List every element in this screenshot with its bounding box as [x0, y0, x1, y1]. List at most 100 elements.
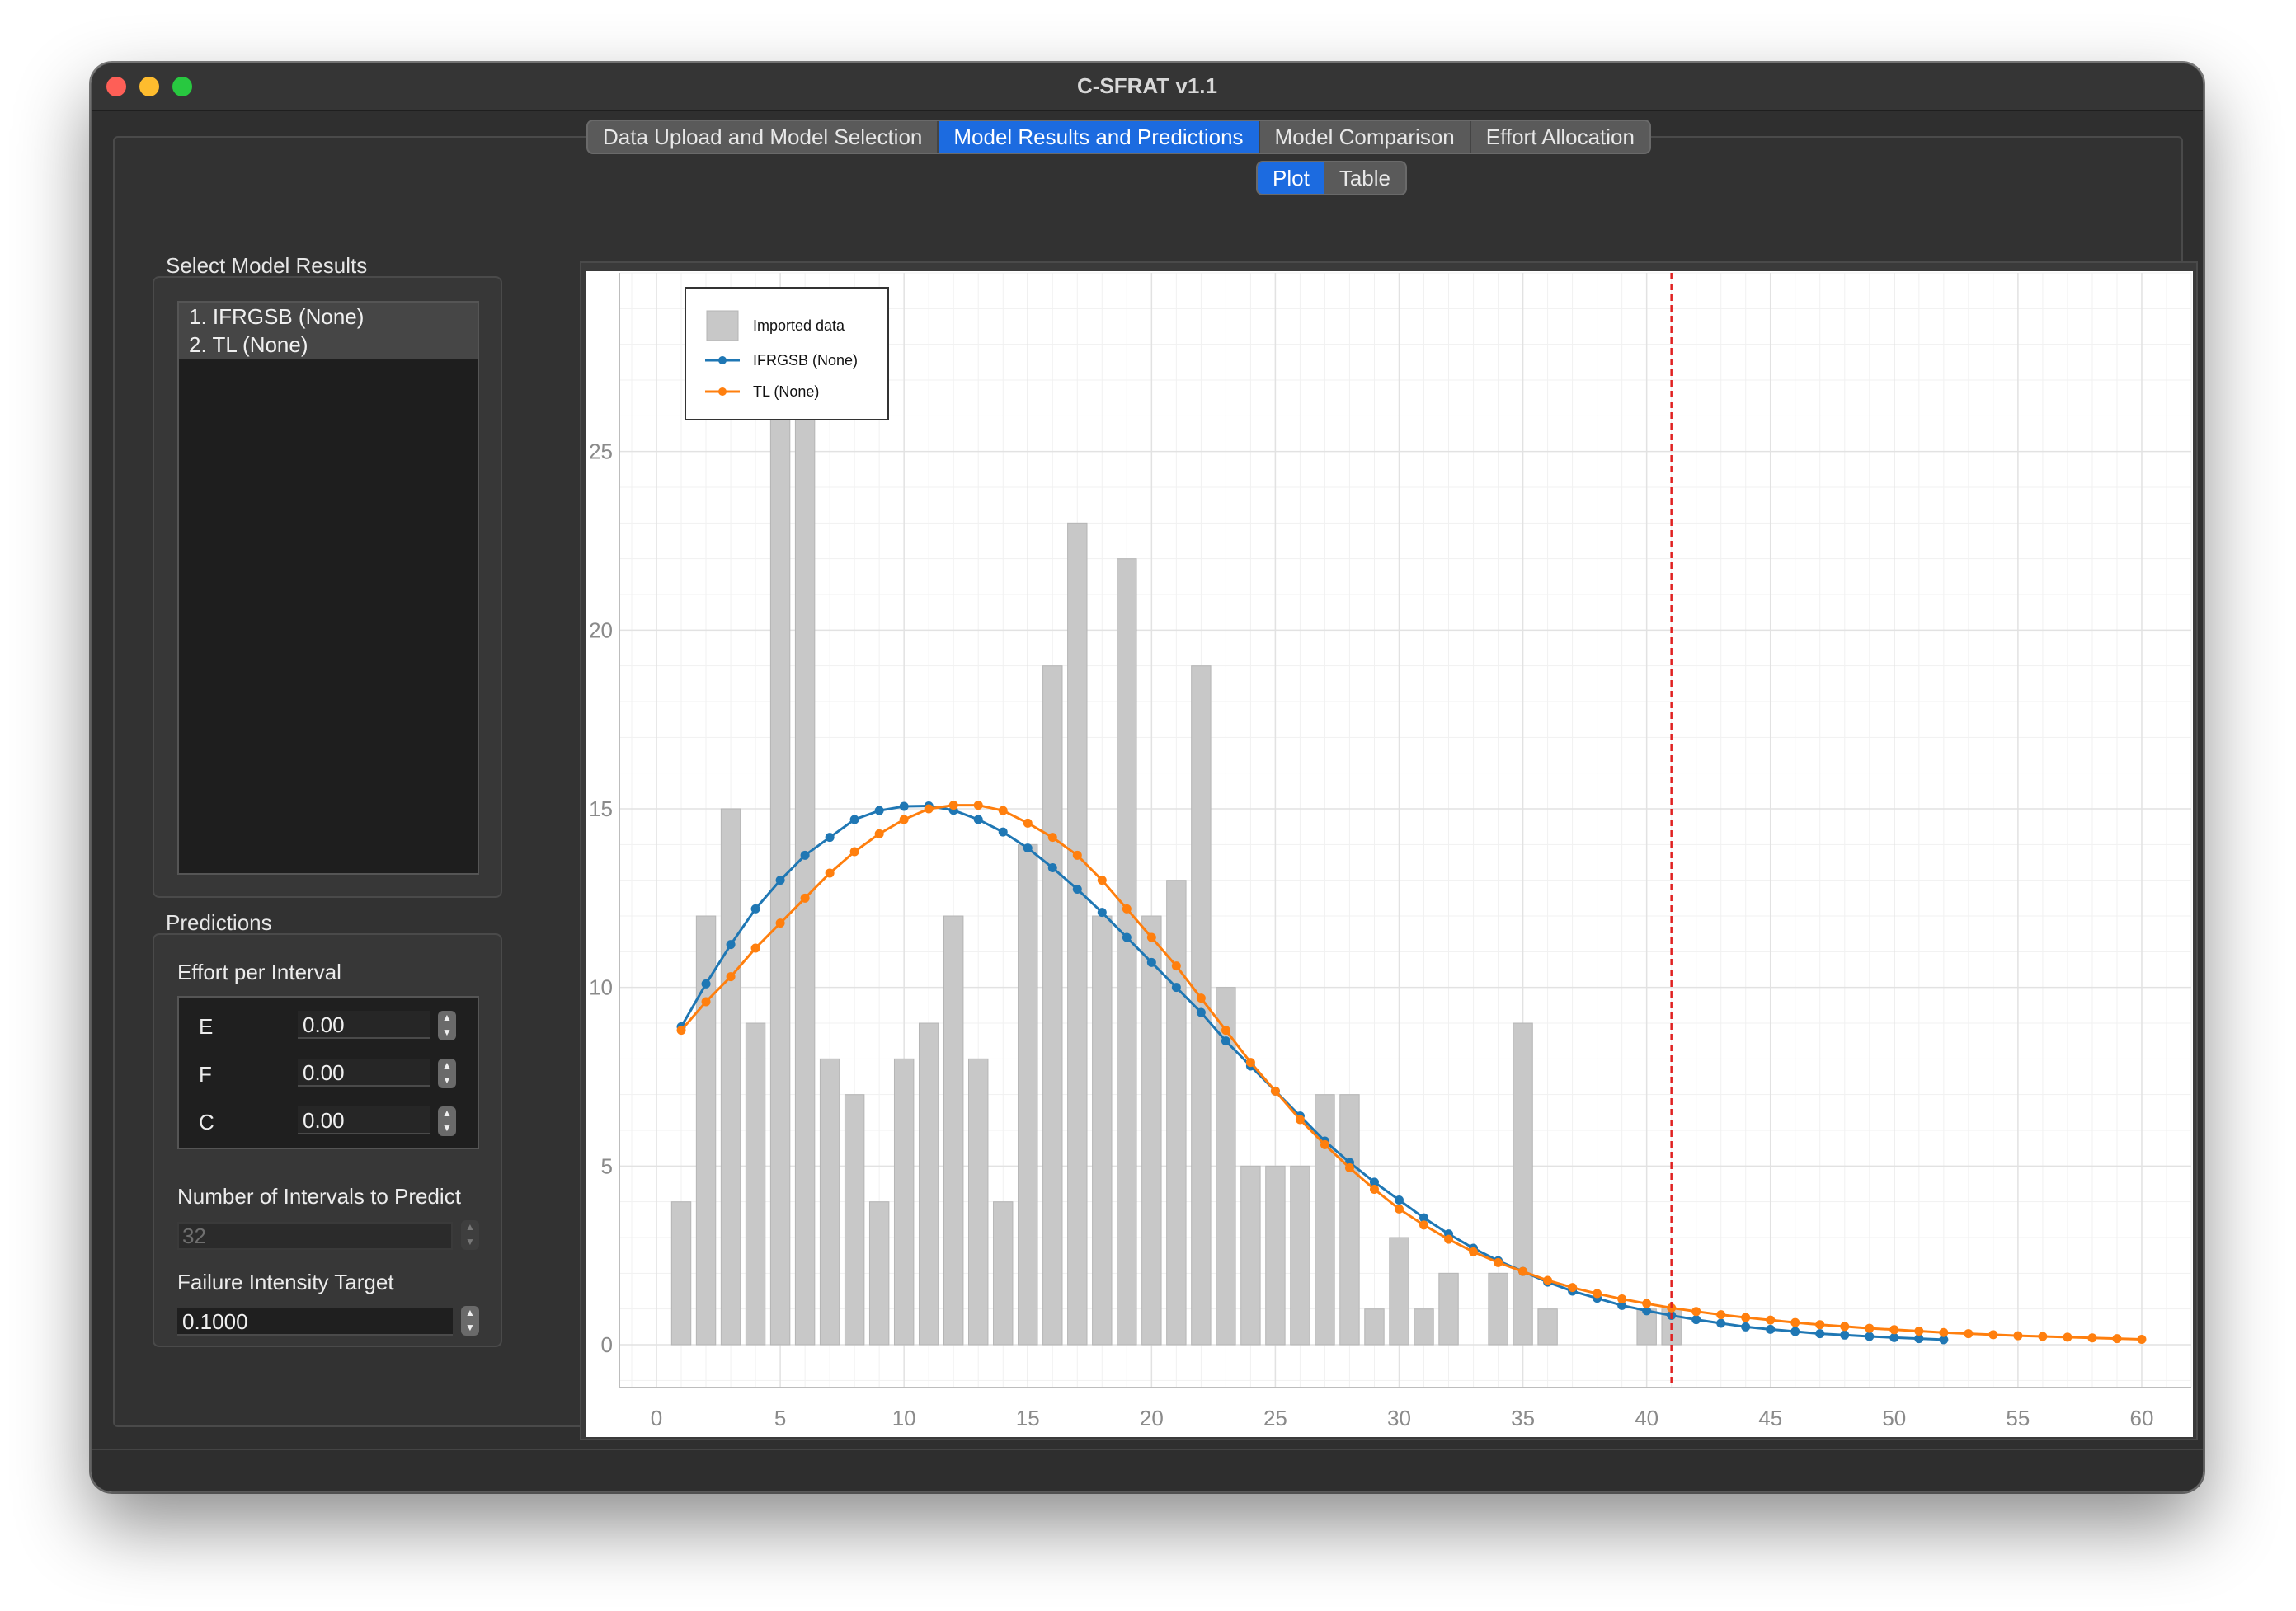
model-result-item-ifrgsb[interactable]: 1. IFRGSB (None) — [179, 303, 478, 331]
series-point — [2112, 1334, 2122, 1344]
series-point — [800, 893, 810, 903]
data-bar — [868, 1201, 890, 1346]
series-point — [1642, 1299, 1652, 1308]
x-tick-label: 20 — [1140, 1406, 1164, 1430]
tab-table[interactable]: Table — [1339, 166, 1390, 190]
chevron-down-icon[interactable]: ▼ — [465, 1236, 475, 1247]
effort-row-f: F 0.00 ▲ ▼ — [179, 1057, 478, 1090]
title-bar: C-SFRAT v1.1 — [92, 63, 2203, 111]
effort-c-stepper[interactable]: ▲ ▼ — [438, 1106, 456, 1136]
series-point — [849, 815, 859, 824]
series-point — [726, 940, 736, 950]
effort-key-f: F — [199, 1062, 212, 1087]
effort-f-stepper[interactable]: ▲ ▼ — [438, 1059, 456, 1088]
y-tick-label: 15 — [589, 796, 613, 821]
series-point — [1815, 1320, 1825, 1330]
effort-row-e: E 0.00 ▲ ▼ — [179, 1009, 478, 1042]
minimize-window-button[interactable] — [139, 77, 159, 96]
data-bar — [1389, 1237, 1409, 1346]
series-point — [1419, 1220, 1429, 1230]
series-point — [874, 806, 884, 815]
series-point — [676, 1026, 686, 1036]
data-bar — [1315, 1094, 1335, 1346]
series-point — [1072, 850, 1082, 860]
chevron-up-icon[interactable]: ▲ — [442, 1107, 452, 1119]
series-point — [2087, 1333, 2097, 1343]
series-point — [1840, 1330, 1850, 1340]
y-tick-label: 25 — [589, 439, 613, 464]
data-bar — [1018, 843, 1038, 1346]
data-bar — [1166, 880, 1187, 1346]
series-point — [1617, 1294, 1627, 1304]
series-point — [1122, 904, 1132, 914]
series-point — [1097, 908, 1107, 918]
series-point — [1518, 1266, 1528, 1276]
series-point — [899, 815, 909, 824]
chevron-down-icon[interactable]: ▼ — [442, 1122, 452, 1134]
series-point — [2038, 1332, 2048, 1341]
data-bar — [819, 1058, 840, 1346]
predictions-group: Effort per Interval E 0.00 ▲ ▼ F 0.00 ▲ ▼ … — [153, 933, 502, 1347]
effort-per-interval-label: Effort per Interval — [177, 960, 341, 984]
series-point — [2063, 1332, 2073, 1342]
data-bar — [1488, 1272, 1508, 1346]
tab-data-upload[interactable]: Data Upload and Model Selection — [588, 121, 939, 153]
series-point — [1344, 1163, 1354, 1172]
chevron-down-icon[interactable]: ▼ — [442, 1074, 452, 1086]
series-point — [1865, 1332, 1875, 1341]
x-tick-label: 10 — [892, 1406, 916, 1430]
series-point — [800, 850, 810, 860]
series-point — [1939, 1327, 1949, 1337]
series-point — [1988, 1330, 1998, 1340]
model-result-item-tl[interactable]: 2. TL (None) — [179, 331, 478, 359]
tab-model-results[interactable]: Model Results and Predictions — [939, 121, 1260, 153]
failure-intensity-input[interactable]: 0.1000 — [177, 1308, 453, 1336]
series-point — [1221, 1026, 1230, 1036]
series-line — [680, 805, 1944, 1341]
effort-c-input[interactable]: 0.00 — [298, 1106, 430, 1134]
series-point — [1840, 1322, 1850, 1332]
tab-model-comparison[interactable]: Model Comparison — [1260, 121, 1471, 153]
data-bar — [720, 808, 741, 1346]
series-point — [1593, 1289, 1602, 1299]
legend-box — [685, 287, 889, 420]
effort-row-c: C 0.00 ▲ ▼ — [179, 1105, 478, 1138]
y-tick-label: 10 — [589, 975, 613, 1000]
intervals-to-predict-input[interactable]: 32 — [177, 1222, 453, 1250]
effort-table: E 0.00 ▲ ▼ F 0.00 ▲ ▼ C 0.00 ▲ ▼ — [177, 996, 479, 1149]
data-bar — [1042, 665, 1063, 1346]
series-point — [1568, 1283, 1578, 1293]
chevron-up-icon[interactable]: ▲ — [465, 1221, 475, 1233]
model-results-title: Select Model Results — [166, 253, 368, 278]
failure-intensity-stepper[interactable]: ▲ ▼ — [461, 1306, 479, 1336]
model-results-list[interactable]: 1. IFRGSB (None) 2. TL (None) — [177, 301, 479, 875]
effort-f-input[interactable]: 0.00 — [298, 1059, 430, 1087]
chevron-up-icon[interactable]: ▲ — [442, 1059, 452, 1071]
y-tick-label: 20 — [589, 618, 613, 642]
series-point — [1716, 1310, 1726, 1320]
zoom-window-button[interactable] — [172, 77, 192, 96]
chevron-down-icon[interactable]: ▼ — [465, 1322, 475, 1333]
intervals-stepper[interactable]: ▲ ▼ — [461, 1220, 479, 1250]
series-point — [1889, 1332, 1899, 1342]
series-point — [874, 829, 884, 838]
series-point — [998, 806, 1008, 815]
effort-e-stepper[interactable]: ▲ ▼ — [438, 1011, 456, 1040]
close-window-button[interactable] — [106, 77, 126, 96]
failure-intensity-label: Failure Intensity Target — [177, 1270, 394, 1294]
failure-chart: 0 5 10 15 20 25 30 35 40 45 50 55 60 0 5 10 15 20 25 Import… — [589, 272, 2192, 1430]
series-point — [726, 972, 736, 982]
chevron-up-icon[interactable]: ▲ — [465, 1307, 475, 1318]
series-point — [775, 918, 785, 928]
effort-e-input[interactable]: 0.00 — [298, 1011, 430, 1039]
data-bar — [1216, 987, 1236, 1346]
chevron-up-icon[interactable]: ▲ — [442, 1012, 452, 1023]
series-point — [1691, 1307, 1701, 1317]
chevron-down-icon[interactable]: ▼ — [442, 1026, 452, 1038]
tab-plot[interactable]: Plot — [1258, 162, 1324, 194]
data-bar — [1339, 1094, 1360, 1346]
series-point — [849, 847, 859, 857]
series-point — [1394, 1195, 1404, 1205]
tab-effort-allocation[interactable]: Effort Allocation — [1485, 124, 1635, 149]
data-bar — [1414, 1308, 1434, 1346]
